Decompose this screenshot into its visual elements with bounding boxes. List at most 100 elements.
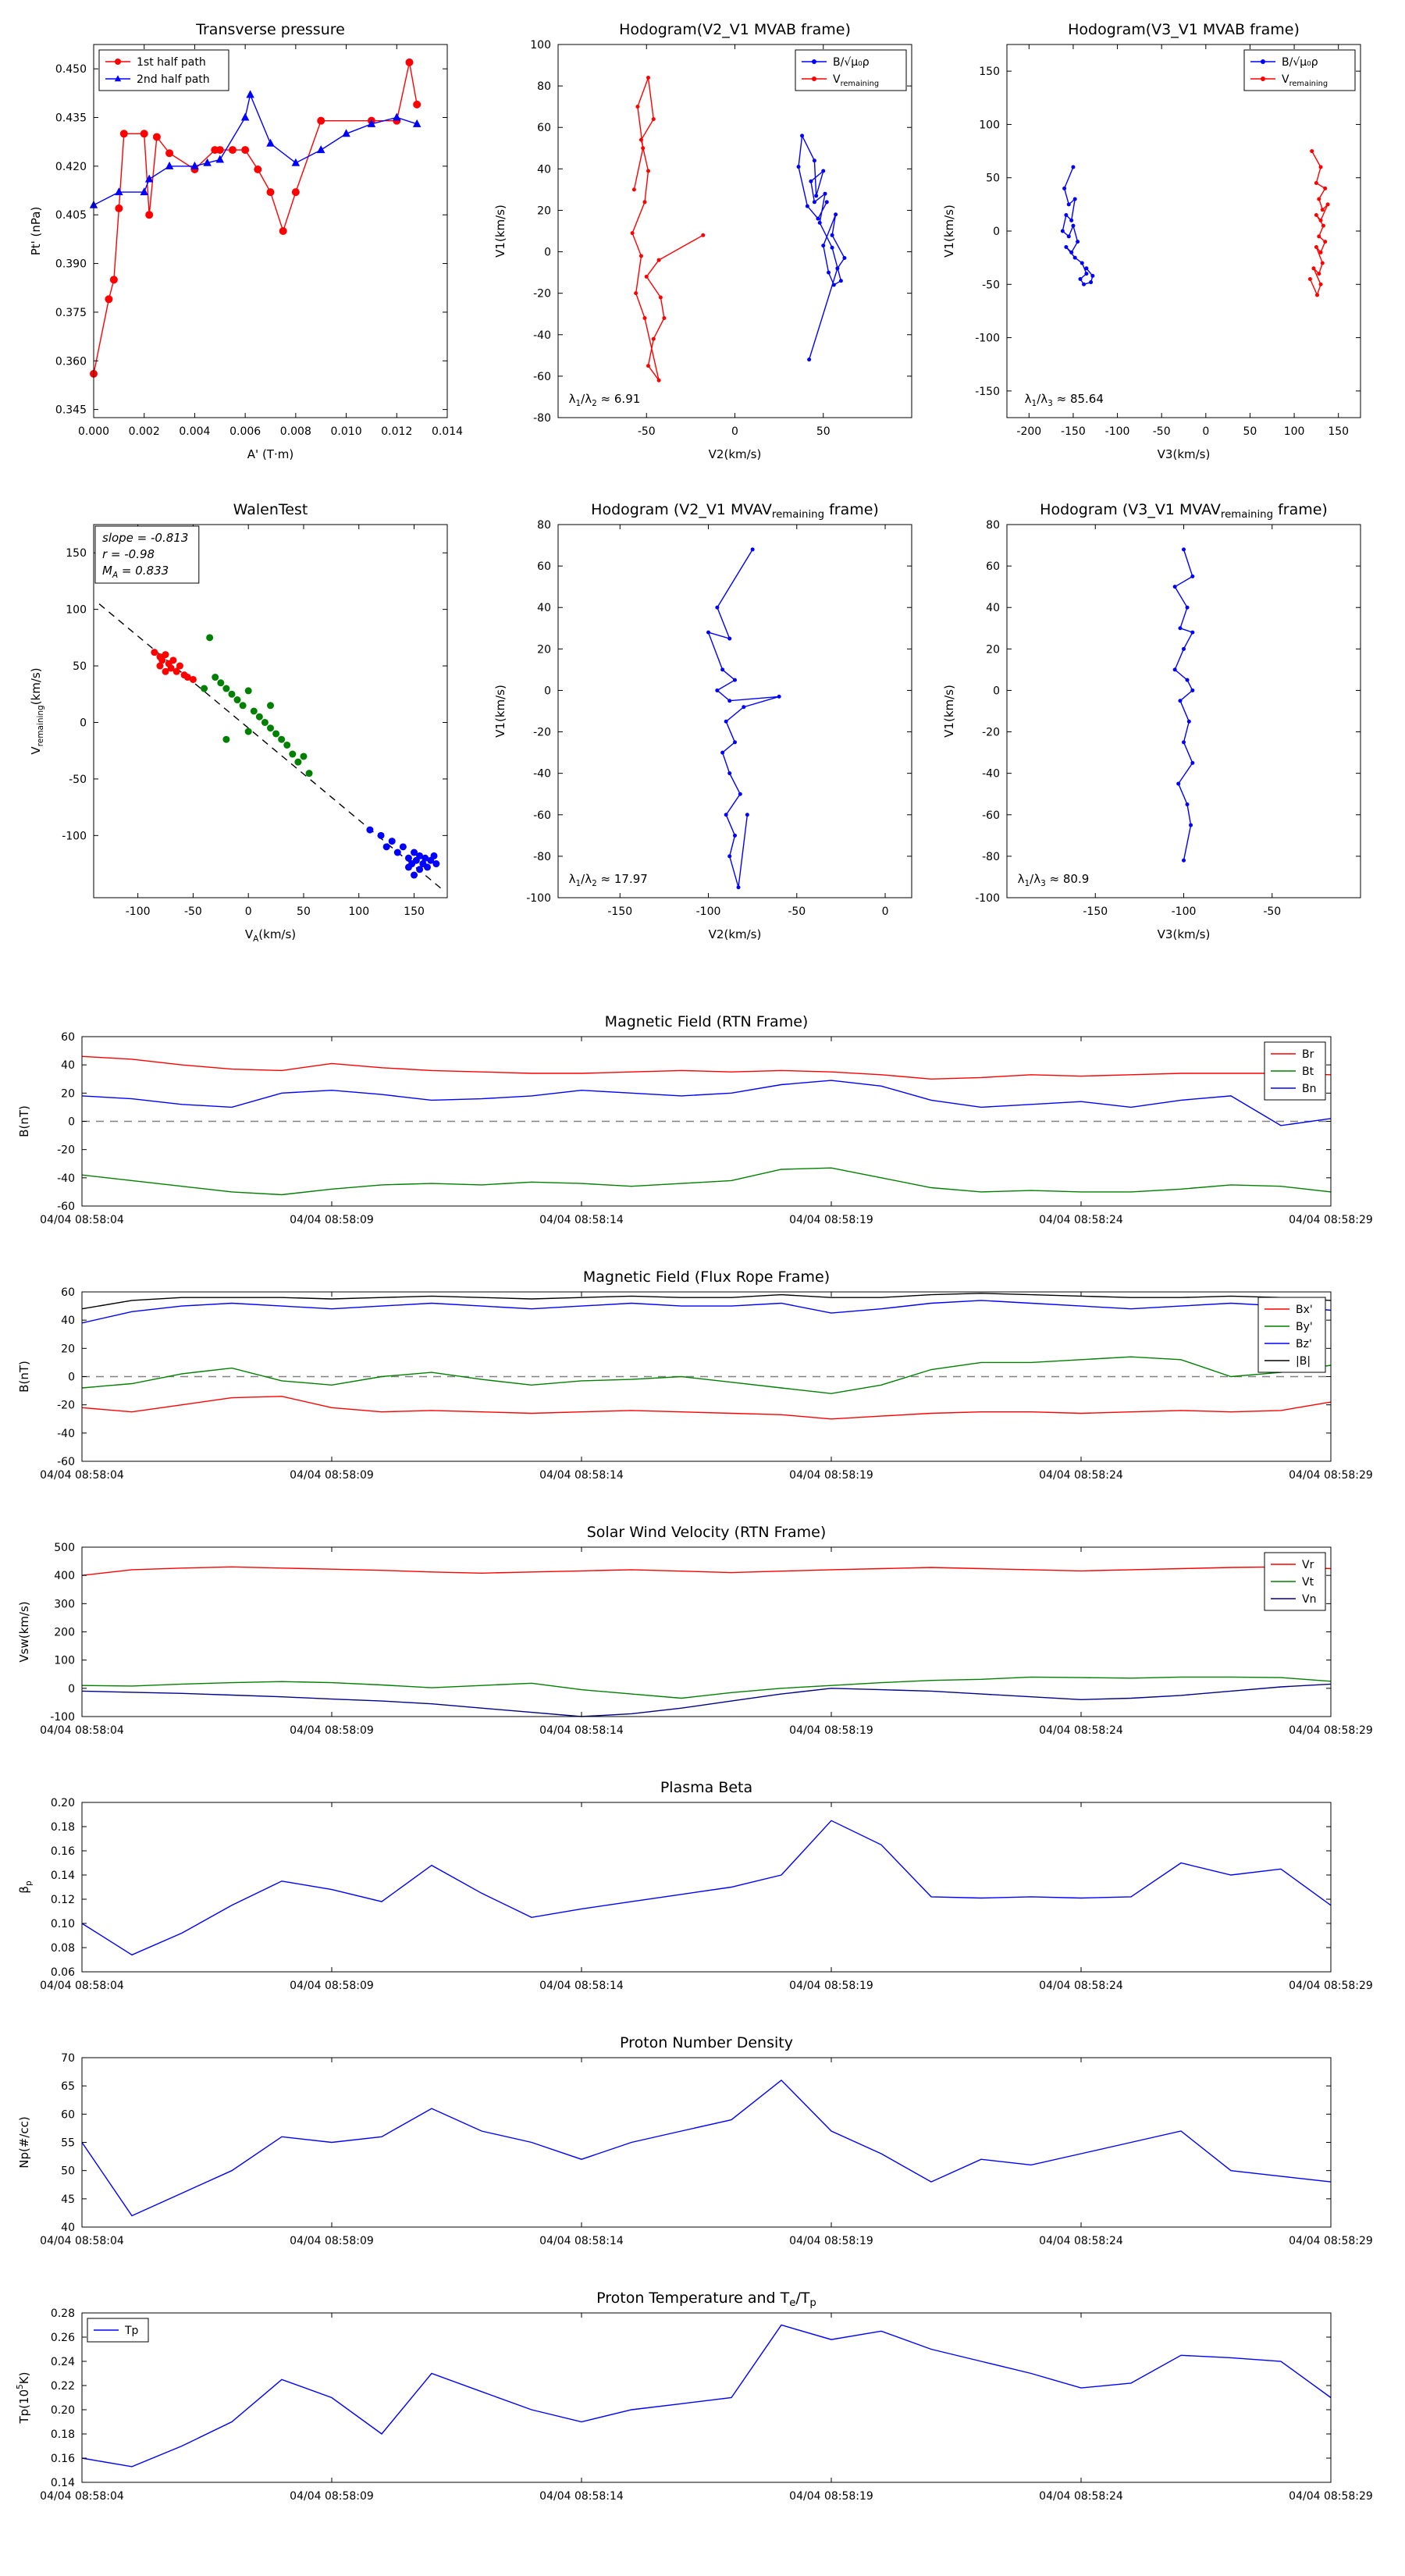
- svg-text:-40: -40: [57, 1172, 75, 1185]
- svg-text:Vremaining(km/s): Vremaining(km/s): [29, 667, 45, 754]
- svg-text:-100: -100: [526, 892, 551, 905]
- svg-text:04/04 08:58:04: 04/04 08:58:04: [40, 2235, 124, 2247]
- svg-text:04/04 08:58:04: 04/04 08:58:04: [40, 1980, 124, 1992]
- svg-text:60: 60: [537, 560, 551, 573]
- svg-text:B(nT): B(nT): [17, 1105, 31, 1137]
- svg-text:0: 0: [544, 247, 551, 259]
- svg-text:0.008: 0.008: [280, 425, 311, 438]
- svg-text:0.28: 0.28: [51, 2307, 75, 2320]
- svg-text:0: 0: [68, 1116, 75, 1129]
- svg-text:-50: -50: [638, 425, 656, 438]
- svg-text:04/04 08:58:09: 04/04 08:58:09: [290, 2235, 374, 2247]
- svg-text:-50: -50: [788, 906, 806, 918]
- svg-text:-80: -80: [533, 851, 551, 863]
- proton-number-density-panel: 04/04 08:58:04 04/04 08:58:09 04/04 08:58:…: [16, 2028, 1389, 2262]
- svg-text:40: 40: [986, 602, 1000, 614]
- svg-text:0.420: 0.420: [55, 161, 87, 173]
- svg-text:60: 60: [61, 2108, 75, 2121]
- svg-text:Vremaining: Vremaining: [1282, 73, 1328, 88]
- svg-text:V3(km/s): V3(km/s): [1158, 447, 1211, 461]
- svg-text:20: 20: [537, 205, 551, 217]
- svg-text:04/04 08:58:24: 04/04 08:58:24: [1039, 1980, 1123, 1992]
- svg-text:45: 45: [61, 2194, 75, 2206]
- svg-text:WalenTest: WalenTest: [233, 501, 308, 518]
- svg-text:04/04 08:58:24: 04/04 08:58:24: [1039, 2235, 1123, 2247]
- svg-text:04/04 08:58:29: 04/04 08:58:29: [1289, 2235, 1373, 2247]
- svg-text:-80: -80: [982, 851, 1000, 863]
- svg-text:-150: -150: [1061, 425, 1086, 438]
- svg-text:50: 50: [297, 906, 311, 918]
- plasma-beta-panel: 04/04 08:58:04 04/04 08:58:09 04/04 08:58:…: [16, 1773, 1389, 2007]
- svg-text:150: 150: [66, 547, 87, 560]
- svg-text:Bt: Bt: [1302, 1066, 1314, 1078]
- svg-text:Vsw(km/s): Vsw(km/s): [17, 1601, 31, 1662]
- svg-text:-50: -50: [1153, 425, 1171, 438]
- svg-text:80: 80: [537, 519, 551, 532]
- svg-text:Np(#/cc): Np(#/cc): [17, 2116, 31, 2169]
- svg-text:40: 40: [537, 602, 551, 614]
- svg-text:0.000: 0.000: [78, 425, 109, 438]
- svg-text:-40: -40: [533, 329, 551, 342]
- walen-test-chart-cell: -100 -50 0 50 100 150 -100 -50 0 50 100 150 WalenTes…: [27, 492, 464, 945]
- svg-text:0: 0: [993, 685, 1000, 697]
- svg-text:0.375: 0.375: [55, 307, 87, 319]
- svg-text:04/04 08:58:19: 04/04 08:58:19: [789, 1980, 873, 1992]
- svg-text:04/04 08:58:09: 04/04 08:58:09: [290, 1724, 374, 1737]
- svg-text:Proton Number Density: Proton Number Density: [620, 2034, 793, 2051]
- svg-text:04/04 08:58:19: 04/04 08:58:19: [789, 1724, 873, 1737]
- svg-text:0.16: 0.16: [51, 2453, 75, 2465]
- hodogram-v3v1-mvav-chart-cell: -150 -100 -50 -100 -80 -60 -40 -20 0 20 40 60 80 Hodo…: [941, 492, 1378, 945]
- svg-text:-150: -150: [975, 386, 1000, 398]
- svg-text:0.435: 0.435: [55, 112, 87, 125]
- svg-text:-100: -100: [62, 830, 87, 842]
- svg-text:-40: -40: [57, 1428, 75, 1440]
- svg-text:-60: -60: [533, 371, 551, 383]
- proton-temperature-chart: 04/04 08:58:04 04/04 08:58:09 04/04 08:58:…: [16, 2290, 1373, 2503]
- hodogram-v3v1-mvab-chart-cell: -200 -150 -100 -50 0 50 100 150 -150 -100 -50 0 50 10…: [941, 12, 1378, 464]
- svg-text:-200: -200: [1016, 425, 1041, 438]
- svg-text:80: 80: [986, 519, 1000, 532]
- svg-text:0.405: 0.405: [55, 209, 87, 222]
- svg-text:04/04 08:58:29: 04/04 08:58:29: [1289, 1469, 1373, 1482]
- svg-text:V1(km/s): V1(km/s): [942, 205, 956, 258]
- svg-text:Bn: Bn: [1302, 1083, 1316, 1095]
- svg-text:Vr: Vr: [1302, 1559, 1314, 1571]
- svg-text:MA = 0.833: MA = 0.833: [102, 564, 169, 580]
- svg-text:-20: -20: [982, 727, 1000, 739]
- svg-text:Proton Temperature and Te/Tp: Proton Temperature and Te/Tp: [596, 2290, 816, 2309]
- svg-text:-150: -150: [1083, 906, 1108, 918]
- svg-text:Pt' (nPa): Pt' (nPa): [29, 207, 43, 256]
- svg-text:0.20: 0.20: [51, 1797, 75, 1809]
- svg-text:0.010: 0.010: [331, 425, 362, 438]
- svg-text:V1(km/s): V1(km/s): [493, 205, 507, 258]
- svg-text:-60: -60: [57, 1456, 75, 1468]
- hodogram-v3v1-mvav-chart: -150 -100 -50 -100 -80 -60 -40 -20 0 20 40 60 80 Hodo…: [942, 501, 1361, 941]
- proton-number-density-chart: 04/04 08:58:04 04/04 08:58:09 04/04 08:58:…: [17, 2034, 1373, 2247]
- svg-text:04/04 08:58:19: 04/04 08:58:19: [789, 2235, 873, 2247]
- svg-text:B/√μ₀ρ: B/√μ₀ρ: [833, 56, 870, 69]
- svg-text:-50: -50: [982, 279, 1000, 291]
- svg-text:04/04 08:58:29: 04/04 08:58:29: [1289, 1980, 1373, 1992]
- svg-text:04/04 08:58:29: 04/04 08:58:29: [1289, 2490, 1373, 2503]
- svg-text:0: 0: [68, 1372, 75, 1384]
- svg-text:100: 100: [348, 906, 369, 918]
- svg-text:2nd half path: 2nd half path: [137, 73, 210, 86]
- svg-text:100: 100: [54, 1655, 75, 1667]
- svg-text:0.002: 0.002: [129, 425, 160, 438]
- svg-text:0.004: 0.004: [179, 425, 210, 438]
- svg-text:λ1/λ2 ≈ 17.97: λ1/λ2 ≈ 17.97: [569, 872, 648, 888]
- svg-text:200: 200: [54, 1627, 75, 1639]
- svg-text:0.20: 0.20: [51, 2404, 75, 2417]
- svg-text:100: 100: [1284, 425, 1305, 438]
- svg-text:0.16: 0.16: [51, 1845, 75, 1858]
- transverse-pressure-chart: 0.000 0.002 0.004 0.006 0.008 0.010 0.012 0.014…: [29, 21, 463, 461]
- svg-text:-100: -100: [1172, 906, 1197, 918]
- svg-text:Vn: Vn: [1302, 1593, 1316, 1606]
- svg-text:Hodogram(V2_V1 MVAB frame): Hodogram(V2_V1 MVAB frame): [619, 21, 851, 38]
- svg-text:04/04 08:58:24: 04/04 08:58:24: [1039, 1724, 1123, 1737]
- svg-text:V2(km/s): V2(km/s): [709, 927, 762, 941]
- svg-text:Tp: Tp: [124, 2325, 139, 2337]
- svg-text:04/04 08:58:19: 04/04 08:58:19: [789, 1214, 873, 1226]
- svg-text:Br: Br: [1302, 1048, 1314, 1061]
- svg-text:Hodogram (V2_V1 MVAVremaining: Hodogram (V2_V1 MVAVremaining frame): [591, 501, 879, 521]
